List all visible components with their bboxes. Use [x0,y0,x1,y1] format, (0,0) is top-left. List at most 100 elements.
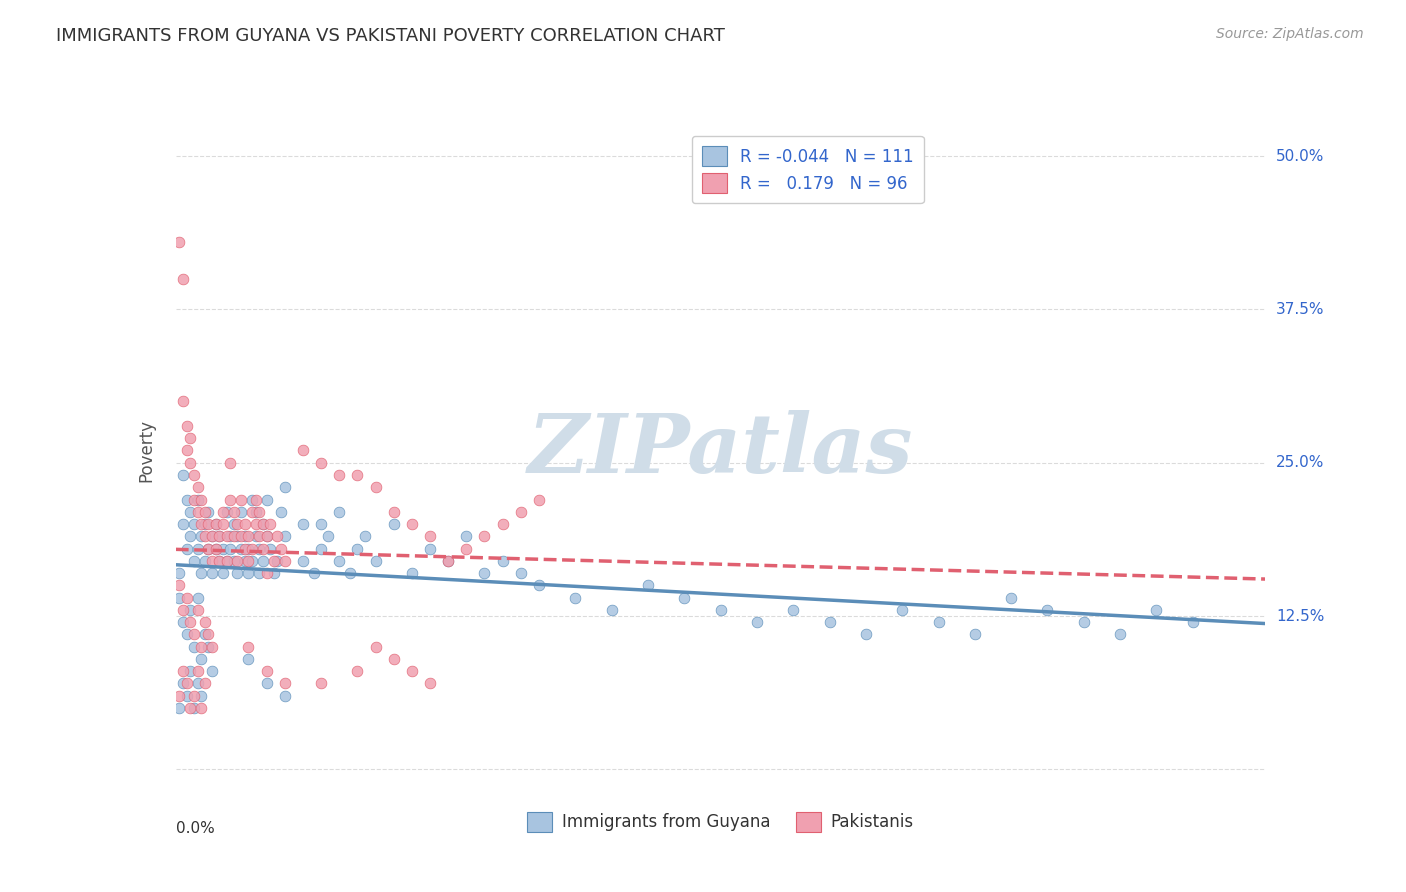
Point [346,664,368,679]
Point [197,541,219,556]
Point [222,529,245,543]
Point [197,505,219,519]
Point [238,640,260,654]
Point [437,554,460,568]
Point [364,554,387,568]
Point [291,517,314,532]
Point [673,591,696,605]
Point [266,554,288,568]
Point [219,529,242,543]
Point [1109,627,1132,641]
Y-axis label: Poverty: Poverty [136,419,155,482]
Point [456,541,478,556]
Point [382,517,405,532]
Text: Source: ZipAtlas.com: Source: ZipAtlas.com [1216,27,1364,41]
Point [226,566,249,581]
Point [238,529,260,543]
Point [190,652,212,666]
Point [474,529,496,543]
Legend: Immigrants from Guyana, Pakistanis: Immigrants from Guyana, Pakistanis [519,804,922,840]
Point [247,541,270,556]
Point [456,529,478,543]
Point [710,603,733,617]
Point [215,505,238,519]
Point [309,676,332,690]
Point [172,467,194,482]
Point [231,505,253,519]
Point [233,554,256,568]
Point [353,529,375,543]
Point [509,505,531,519]
Point [263,554,285,568]
Point [169,591,191,605]
Point [245,529,267,543]
Point [328,467,350,482]
Point [256,492,278,507]
Point [176,492,198,507]
Point [190,529,212,543]
Point [172,394,194,409]
Point [231,529,253,543]
Point [172,664,194,679]
Point [382,505,405,519]
Point [309,517,332,532]
Point [1181,615,1204,630]
Point [226,554,249,568]
Point [346,541,368,556]
Text: 12.5%: 12.5% [1277,608,1324,624]
Point [1000,591,1022,605]
Point [169,235,191,249]
Point [238,541,260,556]
Point [204,517,226,532]
Point [274,676,297,690]
Point [1146,603,1168,617]
Point [328,554,350,568]
Point [474,566,496,581]
Point [274,689,297,703]
Point [183,701,205,715]
Point [252,517,274,532]
Point [179,603,201,617]
Point [226,517,249,532]
Point [252,541,274,556]
Point [302,566,325,581]
Point [186,541,209,556]
Point [212,517,235,532]
Text: IMMIGRANTS FROM GUYANA VS PAKISTANI POVERTY CORRELATION CHART: IMMIGRANTS FROM GUYANA VS PAKISTANI POVE… [56,27,725,45]
Point [247,529,270,543]
Point [309,456,332,470]
Point [240,554,263,568]
Point [179,701,201,715]
Point [176,541,198,556]
Point [401,664,423,679]
Point [328,505,350,519]
Point [782,603,804,617]
Point [252,554,274,568]
Point [183,689,205,703]
Point [183,467,205,482]
Point [186,664,209,679]
Point [339,566,361,581]
Point [201,529,224,543]
Point [1036,603,1059,617]
Point [256,664,278,679]
Point [186,492,209,507]
Point [186,676,209,690]
Point [204,541,226,556]
Point [176,443,198,458]
Point [204,541,226,556]
Point [183,554,205,568]
Point [274,554,297,568]
Point [208,554,231,568]
Point [190,517,212,532]
Point [194,554,217,568]
Point [247,505,270,519]
Point [240,505,263,519]
Point [818,615,841,630]
Point [238,566,260,581]
Point [291,443,314,458]
Point [186,591,209,605]
Point [172,271,194,285]
Point [419,529,441,543]
Text: 50.0%: 50.0% [1277,149,1324,163]
